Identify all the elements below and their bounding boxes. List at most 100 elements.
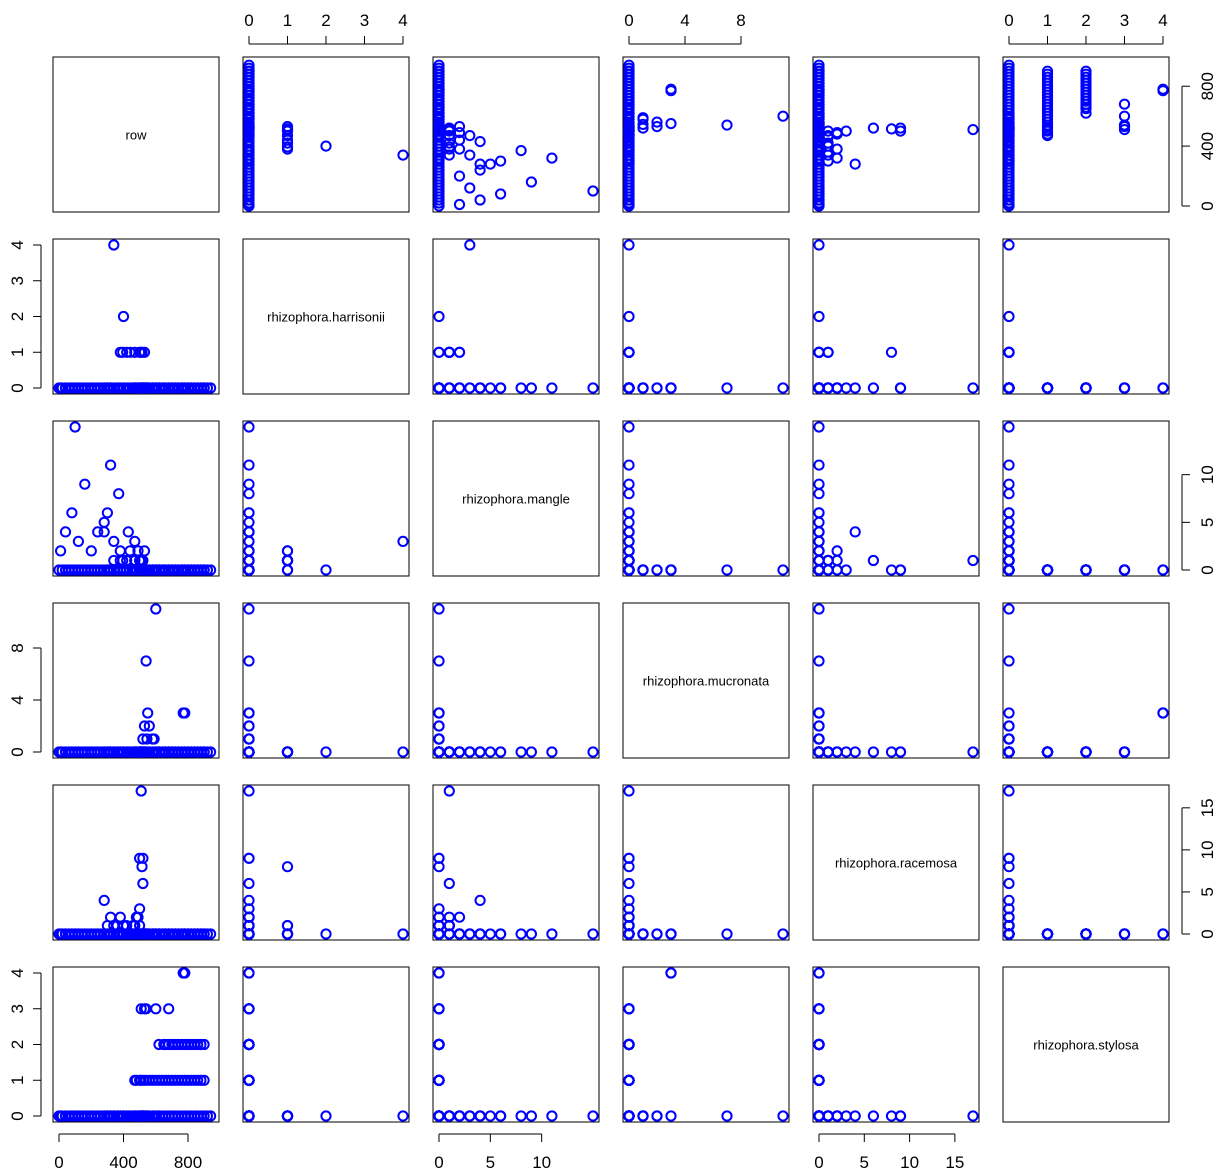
panel-frame bbox=[812, 238, 980, 395]
data-point bbox=[813, 526, 825, 538]
data-point bbox=[453, 911, 466, 923]
data-point bbox=[623, 852, 635, 864]
data-point bbox=[72, 928, 85, 940]
data-point bbox=[623, 516, 635, 528]
tick-label: 2 bbox=[321, 11, 330, 30]
data-point bbox=[453, 382, 466, 394]
data-point bbox=[243, 746, 255, 758]
data-point bbox=[243, 459, 255, 471]
data-point bbox=[840, 564, 852, 576]
data-point bbox=[179, 707, 191, 719]
data-point bbox=[135, 1003, 147, 1015]
data-point bbox=[1003, 346, 1015, 358]
data-point bbox=[148, 1110, 160, 1122]
data-point bbox=[453, 127, 466, 139]
data-point bbox=[651, 116, 663, 128]
data-point bbox=[665, 83, 677, 95]
data-point bbox=[320, 564, 332, 576]
data-point bbox=[1003, 928, 1015, 940]
data-point bbox=[243, 967, 255, 979]
data-point bbox=[243, 535, 255, 548]
data-point bbox=[243, 185, 255, 197]
data-point bbox=[243, 720, 255, 732]
left-axis-rhizophora.mucronata: 048 bbox=[8, 643, 42, 757]
panel-rhizophora.mangle-vs-rhizophora.stylosa bbox=[1002, 420, 1170, 577]
data-point bbox=[135, 785, 147, 797]
data-point bbox=[433, 83, 445, 95]
data-point bbox=[1003, 459, 1015, 471]
data-point bbox=[153, 564, 165, 576]
data-point bbox=[243, 707, 255, 719]
data-point bbox=[140, 1110, 152, 1122]
data-point bbox=[433, 1110, 445, 1122]
data-point bbox=[822, 1110, 834, 1122]
data-point bbox=[153, 382, 165, 394]
data-point bbox=[108, 239, 120, 251]
axes-layer: 0 1 2 3 4 0 4 8 0 1 2 3 40 400 800 0 5 10 0 5 10 150123404801… bbox=[8, 11, 1217, 1171]
data-point bbox=[433, 107, 445, 119]
data-point bbox=[623, 488, 635, 500]
data-point bbox=[840, 746, 852, 758]
data-point bbox=[453, 134, 466, 146]
tick-label: 800 bbox=[1198, 72, 1217, 100]
data-point bbox=[243, 1003, 255, 1015]
data-point bbox=[159, 564, 171, 576]
data-point bbox=[587, 382, 599, 394]
data-point bbox=[849, 1110, 861, 1122]
data-point bbox=[721, 382, 733, 394]
data-point bbox=[637, 118, 649, 131]
data-point bbox=[623, 1074, 635, 1086]
data-point bbox=[651, 1110, 663, 1122]
data-point bbox=[320, 928, 332, 940]
panel-frame bbox=[432, 784, 600, 941]
data-point bbox=[831, 1110, 843, 1122]
data-point bbox=[637, 382, 649, 394]
data-point bbox=[623, 1003, 635, 1015]
data-point bbox=[198, 746, 210, 758]
data-point bbox=[69, 421, 81, 433]
data-point bbox=[243, 170, 255, 182]
data-point bbox=[484, 928, 496, 940]
data-point bbox=[813, 478, 825, 490]
data-point bbox=[443, 785, 455, 797]
data-point bbox=[484, 158, 496, 170]
panel-rhizophora.harrisonii-vs-rhizophora.racemosa bbox=[812, 238, 980, 395]
data-point bbox=[1118, 98, 1131, 110]
tick-label: 3 bbox=[8, 276, 27, 285]
data-point bbox=[967, 554, 979, 567]
data-point bbox=[159, 382, 171, 394]
panel-row-vs-rhizophora.mangle bbox=[432, 56, 600, 213]
data-point bbox=[665, 564, 677, 576]
data-point bbox=[135, 928, 147, 940]
data-point bbox=[546, 746, 558, 758]
data-point bbox=[623, 785, 635, 797]
data-point bbox=[66, 382, 78, 394]
data-point bbox=[85, 746, 97, 758]
bottom-axis-rhizophora.racemosa: 0 5 10 15 bbox=[814, 1133, 964, 1171]
data-point bbox=[443, 149, 455, 161]
data-point bbox=[623, 421, 635, 433]
panel-rhizophora.mucronata-vs-row bbox=[52, 602, 220, 759]
data-point bbox=[546, 382, 558, 394]
data-point bbox=[433, 655, 445, 667]
data-point bbox=[665, 928, 677, 940]
panel-rhizophora.stylosa-vs-rhizophora.racemosa bbox=[812, 966, 980, 1123]
tick-label: 0 bbox=[624, 11, 633, 30]
data-point bbox=[1003, 59, 1015, 71]
data-point bbox=[813, 733, 825, 745]
data-point bbox=[143, 720, 155, 732]
data-point bbox=[822, 382, 834, 394]
data-point bbox=[150, 1003, 162, 1015]
data-point bbox=[98, 526, 110, 538]
data-point bbox=[813, 198, 825, 211]
data-point bbox=[243, 488, 255, 500]
data-point bbox=[777, 928, 789, 940]
panel-rhizophora.mangle-vs-rhizophora.mangle: rhizophora.mangle bbox=[432, 420, 600, 577]
data-point bbox=[495, 188, 507, 200]
data-point bbox=[623, 1110, 635, 1122]
data-point bbox=[867, 554, 880, 567]
data-point bbox=[129, 535, 141, 548]
tick-label: 10 bbox=[900, 1153, 919, 1171]
data-point bbox=[1003, 655, 1015, 667]
tick-label: 0 bbox=[814, 1153, 823, 1171]
